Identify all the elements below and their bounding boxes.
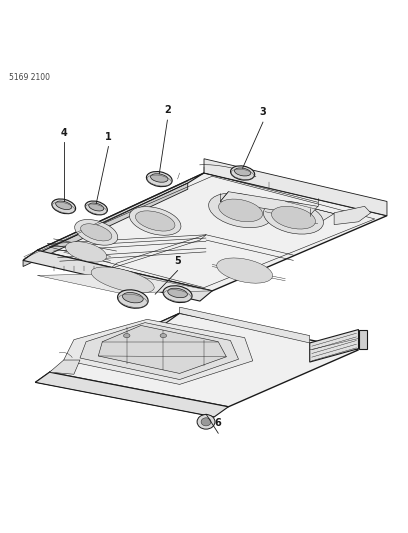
Text: 5: 5	[174, 256, 181, 265]
Polygon shape	[23, 173, 204, 261]
Ellipse shape	[55, 201, 72, 209]
Ellipse shape	[52, 199, 75, 214]
Polygon shape	[204, 159, 387, 216]
Polygon shape	[49, 360, 80, 374]
Ellipse shape	[85, 201, 107, 215]
Ellipse shape	[201, 418, 211, 426]
Ellipse shape	[135, 211, 175, 231]
Polygon shape	[35, 313, 180, 382]
Ellipse shape	[231, 166, 255, 180]
Ellipse shape	[217, 258, 273, 283]
Ellipse shape	[118, 290, 148, 308]
Polygon shape	[23, 183, 188, 266]
Polygon shape	[80, 322, 239, 379]
Polygon shape	[334, 206, 371, 224]
Text: 5169 2100: 5169 2100	[9, 74, 50, 83]
Ellipse shape	[129, 207, 181, 235]
Text: 4: 4	[60, 127, 67, 138]
Polygon shape	[23, 250, 212, 301]
Ellipse shape	[264, 201, 324, 234]
Ellipse shape	[208, 193, 273, 228]
Ellipse shape	[197, 415, 215, 429]
Ellipse shape	[160, 334, 166, 338]
Ellipse shape	[168, 288, 187, 297]
Text: 1: 1	[105, 132, 112, 142]
Ellipse shape	[163, 286, 192, 303]
Polygon shape	[265, 201, 334, 224]
Ellipse shape	[75, 220, 118, 245]
Text: 2: 2	[164, 105, 171, 115]
Text: 3: 3	[259, 107, 266, 117]
Polygon shape	[220, 192, 318, 216]
Text: 6: 6	[215, 418, 222, 429]
Ellipse shape	[66, 241, 106, 262]
Polygon shape	[37, 273, 212, 293]
Polygon shape	[49, 313, 359, 407]
Ellipse shape	[124, 334, 130, 338]
Polygon shape	[359, 329, 367, 349]
Ellipse shape	[89, 203, 104, 211]
Ellipse shape	[271, 206, 315, 229]
Polygon shape	[180, 307, 310, 343]
Ellipse shape	[219, 199, 263, 222]
Polygon shape	[310, 329, 359, 362]
Polygon shape	[98, 326, 226, 374]
Ellipse shape	[81, 224, 112, 241]
Ellipse shape	[91, 267, 154, 293]
Ellipse shape	[146, 172, 172, 187]
Polygon shape	[37, 173, 387, 291]
Ellipse shape	[122, 293, 143, 303]
Ellipse shape	[151, 174, 168, 182]
Polygon shape	[35, 372, 228, 417]
Ellipse shape	[235, 168, 251, 176]
Polygon shape	[64, 319, 253, 384]
